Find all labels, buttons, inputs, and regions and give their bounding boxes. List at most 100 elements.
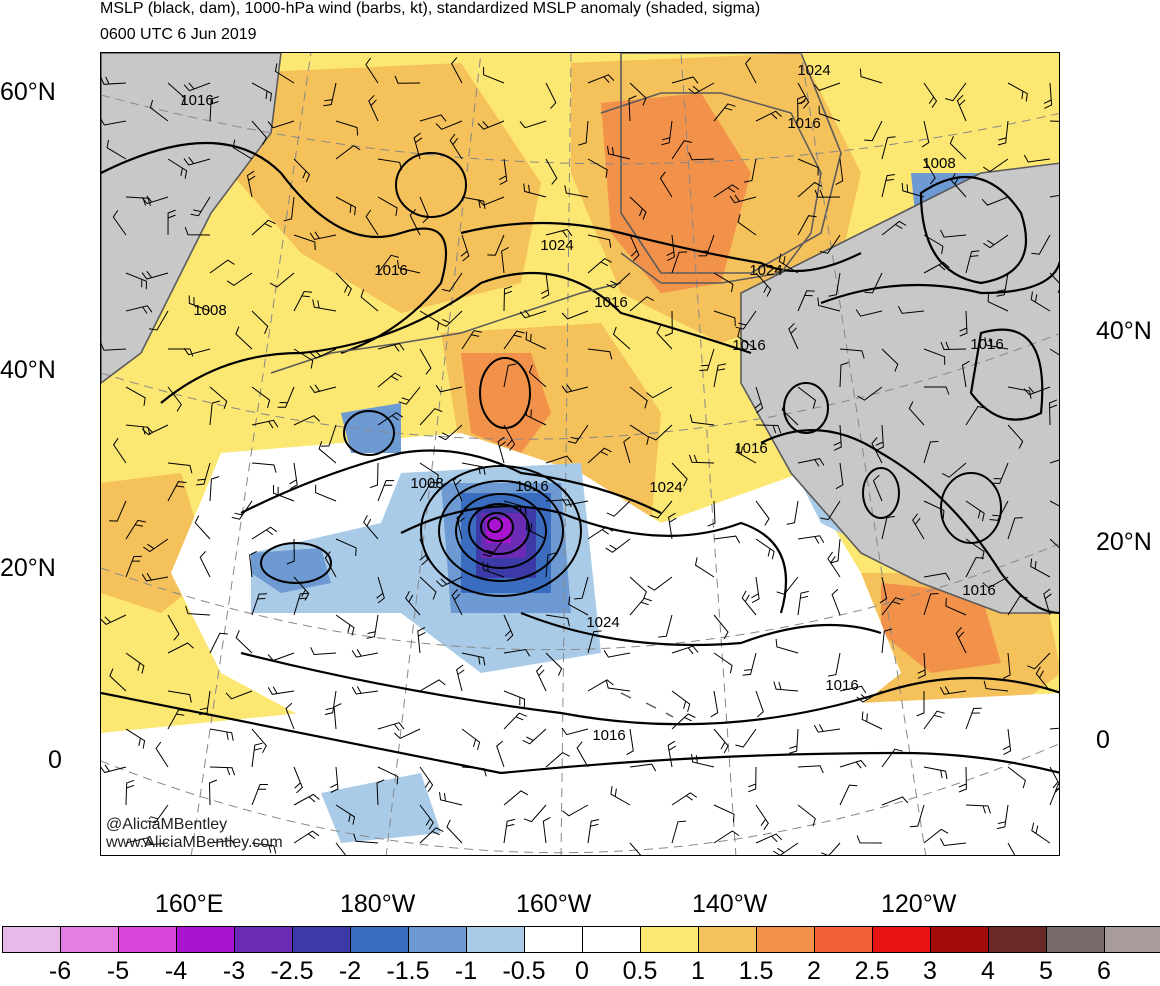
wind-barb [251, 419, 279, 429]
wind-barb [923, 348, 946, 365]
isobar-label: 1016 [825, 677, 858, 694]
isobar-label: 1024 [649, 479, 682, 496]
colorbar-swatch [119, 927, 177, 952]
wind-barb [125, 519, 146, 540]
wind-barb [797, 590, 809, 616]
alaska-land [620, 53, 842, 274]
colorbar-tick-label: 3 [923, 957, 937, 985]
wind-barb [658, 614, 673, 638]
wind-barb [1048, 399, 1058, 426]
wind-barb [323, 82, 337, 107]
wind-barb [648, 424, 673, 441]
wind-barb [797, 765, 824, 774]
wind-barb [987, 293, 1009, 312]
colorbar-tick-label: -6 [48, 957, 72, 985]
wind-barb [209, 96, 219, 122]
wind-barb [561, 310, 589, 320]
wind-barb [318, 441, 337, 464]
wind-barb [542, 816, 551, 844]
wind-barb [606, 500, 631, 517]
wind-barb [587, 158, 608, 178]
wind-barb [519, 120, 547, 129]
wind-barb [1031, 234, 1051, 255]
wind-barb [735, 728, 757, 748]
wind-barb [650, 500, 673, 519]
wind-barb [226, 272, 253, 287]
wind-barb [1007, 386, 1032, 399]
wind-barb [713, 804, 735, 823]
wind-barb [713, 614, 729, 640]
wind-barb [324, 551, 337, 578]
wind-barb [167, 82, 186, 106]
wind-barb [713, 363, 727, 388]
wind-barb [1007, 424, 1024, 449]
isobar-1016 [240, 651, 1059, 726]
land-masses [101, 53, 1059, 614]
wind-barb [545, 82, 557, 109]
wind-barb [446, 819, 463, 844]
wind-barb [419, 481, 440, 502]
wind-barb [101, 764, 127, 774]
wind-barb [545, 158, 558, 185]
wind-barb [1049, 120, 1059, 122]
wind-barb [713, 652, 733, 674]
wind-barb [939, 686, 967, 695]
wind-barb [419, 538, 429, 566]
lon-label: 140°W [692, 890, 768, 918]
wind-barb [377, 343, 405, 352]
wind-barb [561, 727, 589, 736]
wind-barb [605, 680, 631, 692]
alaska-coast [600, 92, 822, 284]
wind-barb [1030, 558, 1051, 578]
wind-barb [525, 331, 547, 350]
wind-barb [235, 326, 253, 350]
wind-barb [587, 74, 615, 84]
isobar-label: 1024 [797, 62, 830, 79]
colorbar-tick-label: 5 [1039, 957, 1053, 985]
wind-barb [587, 348, 613, 360]
wind-barb [456, 512, 465, 540]
wind-barb [1049, 272, 1059, 293]
wind-barb [820, 500, 841, 521]
wind-barb [461, 728, 481, 751]
coastlines [270, 92, 822, 718]
closed-isobar [395, 152, 467, 218]
wind-barb [945, 82, 967, 102]
map-panel: 1016 1024 1016 1008 1016 1024 1016 1024 … [100, 52, 1060, 856]
wind-barb [871, 437, 883, 464]
wind-barb [363, 515, 379, 540]
wind-barb [522, 728, 547, 745]
wind-barb [881, 515, 895, 540]
wind-barb [1030, 291, 1051, 312]
wind-barb [125, 305, 153, 314]
wind-barb [497, 436, 506, 464]
wind-barb [419, 348, 432, 375]
wind-barb [923, 710, 945, 730]
wind-barb [143, 538, 169, 553]
wind-barb [996, 272, 1009, 297]
lat-label-left: 20°N [0, 554, 56, 582]
wind-barb [561, 384, 589, 393]
wind-barb [251, 593, 268, 616]
wind-barb [923, 766, 948, 780]
lat-line-60n [101, 94, 1059, 165]
isobar-1008 [919, 175, 1028, 285]
wind-barb [545, 228, 573, 238]
wind-barb [365, 209, 379, 236]
wind-barb [419, 310, 440, 331]
wind-barb [781, 402, 799, 426]
wind-barb [587, 447, 612, 464]
wind-barb [141, 572, 169, 582]
wind-barb [419, 679, 446, 692]
wind-barb [376, 779, 385, 806]
lon-label: 120°W [881, 890, 957, 918]
wind-barb [956, 94, 967, 122]
low-isobar-ring [438, 480, 564, 582]
wind-barb [335, 804, 356, 825]
wind-barb [568, 596, 589, 616]
wind-barb [576, 741, 589, 768]
wind-barb [293, 290, 313, 312]
wind-barb [1049, 500, 1059, 507]
wind-barb [981, 196, 1009, 206]
wind-barb [605, 538, 631, 553]
